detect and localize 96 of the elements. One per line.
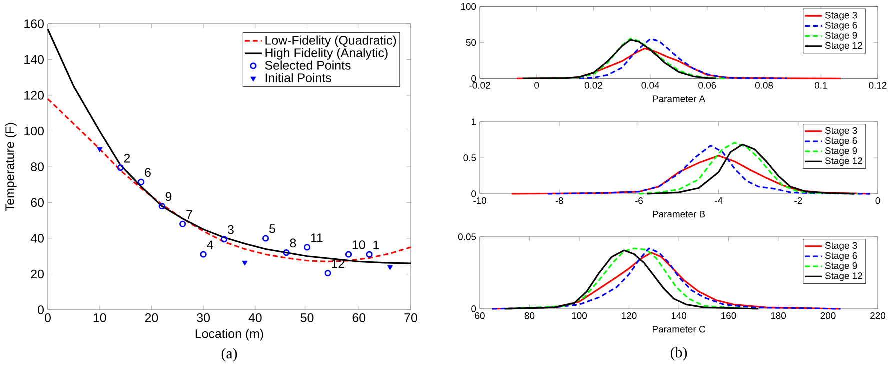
x-tick-label: 0.08: [755, 82, 774, 89]
x-tick-label: 160: [722, 312, 736, 320]
x-tick-label: 0.1: [814, 82, 828, 89]
y-tick-label: 0.05: [458, 234, 476, 240]
legend-label: Stage 3: [825, 242, 858, 251]
y-tick-label: 0: [472, 75, 476, 82]
legend-label: Stage 9: [825, 148, 858, 156]
legend-label: Stage 6: [825, 137, 858, 146]
annotation: 2: [124, 154, 130, 163]
x-tick-label: -6: [635, 198, 643, 204]
x-tick-label: 180: [771, 312, 786, 320]
point: [117, 164, 124, 172]
annotation: 7: [186, 210, 192, 220]
point: [345, 251, 352, 258]
point: [366, 251, 373, 258]
point: [283, 250, 290, 256]
annotation: 10: [352, 240, 366, 250]
x-tick-label: 70: [404, 314, 418, 322]
x-tick-label: -8: [556, 198, 564, 204]
annotation: 4: [207, 240, 214, 250]
x-axis-title: Parameter B: [653, 211, 706, 218]
x-tick-label: 0: [876, 198, 880, 204]
y-tick-label: 1: [472, 118, 476, 126]
y-tick-label: 100: [24, 126, 44, 136]
y-tick-label: 120: [24, 91, 44, 100]
text: (a): [222, 348, 238, 362]
x-tick-label: 140: [672, 312, 687, 320]
legend-label: Selected Points: [265, 60, 351, 70]
x-tick-label: 0.04: [642, 82, 660, 89]
y-tick-label: 20: [31, 270, 44, 279]
legend-label: High Fidelity (Analytic): [266, 48, 388, 60]
point: [304, 244, 311, 251]
legend-label: Stage 9: [825, 262, 858, 272]
x-tick-label: -4: [715, 198, 723, 204]
point: [324, 270, 332, 277]
annotation: 9: [166, 192, 172, 202]
x-tick-label: 0.12: [869, 82, 887, 89]
y-tick-label: 80: [31, 162, 44, 172]
annotation: 1: [374, 240, 380, 250]
point: [158, 203, 166, 210]
x-tick-label: 40: [248, 314, 262, 322]
point: [138, 178, 145, 186]
x-tick-label: 100: [572, 312, 588, 320]
x-tick-label: 0.02: [584, 82, 602, 89]
legend-label: Stage 12: [825, 42, 862, 51]
point: [200, 251, 207, 258]
x-tick-label: 0.06: [698, 82, 716, 89]
x-tick-label: -0.02: [470, 82, 490, 89]
y-tick-label: 100: [461, 3, 476, 10]
annotation: 5: [269, 224, 276, 234]
line-series: [546, 144, 871, 195]
y-tick-label: 0: [472, 190, 476, 198]
x-tick-label: 30: [197, 314, 210, 322]
x-tick-label: 120: [622, 312, 637, 320]
line-series: [578, 38, 788, 80]
legend-label: Stage 9: [825, 32, 858, 41]
x-tick-label: -10: [474, 198, 486, 204]
y-tick-label: 0.5: [464, 154, 476, 162]
point: [262, 235, 270, 242]
y-tick-label: 40: [30, 234, 44, 243]
x-tick-label: 0: [534, 82, 540, 89]
text: (b): [670, 347, 688, 361]
x-axis-title: Parameter A: [653, 96, 706, 102]
annotation: 3: [228, 225, 234, 234]
point: [97, 147, 103, 152]
legend-label: Stage 6: [825, 252, 858, 262]
x-tick-label: 50: [300, 314, 314, 322]
x-axis-title: Parameter C: [652, 326, 706, 333]
legend-label: Stage 6: [825, 22, 858, 31]
x-axis-title: Location (m): [196, 329, 264, 341]
y-axis-title: Temperature (F): [5, 123, 17, 212]
x-tick-label: 220: [870, 312, 886, 320]
point: [221, 236, 228, 243]
point: [180, 220, 186, 228]
legend-label: Stage 12: [825, 272, 862, 282]
x-tick-label: 20: [145, 314, 158, 322]
legend-label: Stage 3: [825, 127, 858, 136]
legend-label: Stage 3: [825, 12, 858, 21]
x-tick-label: 10: [94, 314, 106, 322]
y-tick-label: 0: [472, 306, 476, 312]
y-tick-label: 140: [24, 55, 44, 64]
y-tick-label: 50: [466, 39, 476, 46]
legend-label: Initial Points: [266, 73, 332, 82]
x-tick-label: 80: [524, 312, 535, 320]
legend-label: Low-Fidelity (Quadratic): [266, 36, 396, 48]
x-tick-label: 0: [45, 314, 51, 322]
x-tick-label: -2: [794, 198, 802, 204]
legend-label: Stage 12: [825, 158, 862, 166]
x-tick-label: 60: [352, 314, 366, 322]
point: [242, 260, 248, 266]
annotation: 8: [290, 238, 296, 248]
annotation: 6: [145, 168, 151, 178]
y-tick-label: 160: [24, 20, 44, 28]
x-tick-label: 200: [820, 312, 836, 320]
annotation: 11: [311, 234, 323, 242]
point: [387, 265, 394, 270]
